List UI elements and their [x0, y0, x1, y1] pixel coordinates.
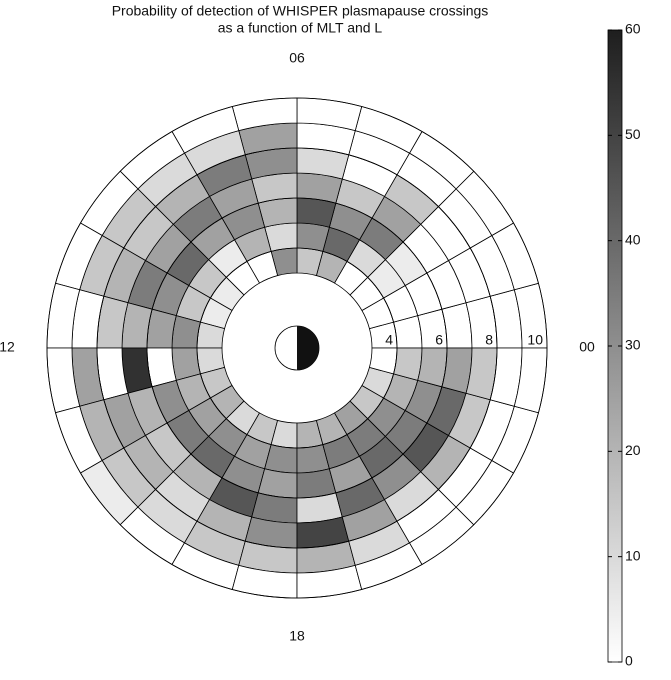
colorbar-tick-label: 40 [625, 231, 641, 247]
cell [417, 347, 448, 388]
r-tick-label: 6 [435, 332, 443, 348]
colorbar-tick-label: 30 [625, 337, 641, 353]
colorbar-tick-label: 60 [625, 21, 641, 37]
chart-title: Probability of detection of WHISPER plas… [112, 3, 489, 19]
angular-tick-label: 06 [289, 50, 305, 66]
ring-line [96, 147, 498, 549]
earth-night [297, 326, 319, 370]
cell [146, 347, 177, 388]
cell [257, 197, 298, 228]
chart-title: as a function of MLT and L [218, 20, 383, 36]
angular-tick-label: 18 [289, 628, 305, 644]
angular-tick-label: 12 [0, 339, 15, 355]
r-tick-label: 8 [485, 332, 493, 348]
ring-line [196, 247, 398, 449]
colorbar-tick-label: 50 [625, 126, 641, 142]
ring-line [46, 97, 548, 599]
angular-tick-label: 00 [579, 339, 595, 355]
ring-line [146, 197, 448, 499]
cell [257, 468, 298, 499]
cell [146, 308, 177, 349]
cell [296, 197, 337, 228]
r-tick-label: 10 [527, 332, 543, 348]
colorbar-tick-label: 10 [625, 547, 641, 563]
r-tick-label: 4 [385, 332, 393, 348]
colorbar-tick-label: 0 [625, 653, 633, 669]
colorbar-tick-label: 20 [625, 442, 641, 458]
cell [296, 468, 337, 499]
